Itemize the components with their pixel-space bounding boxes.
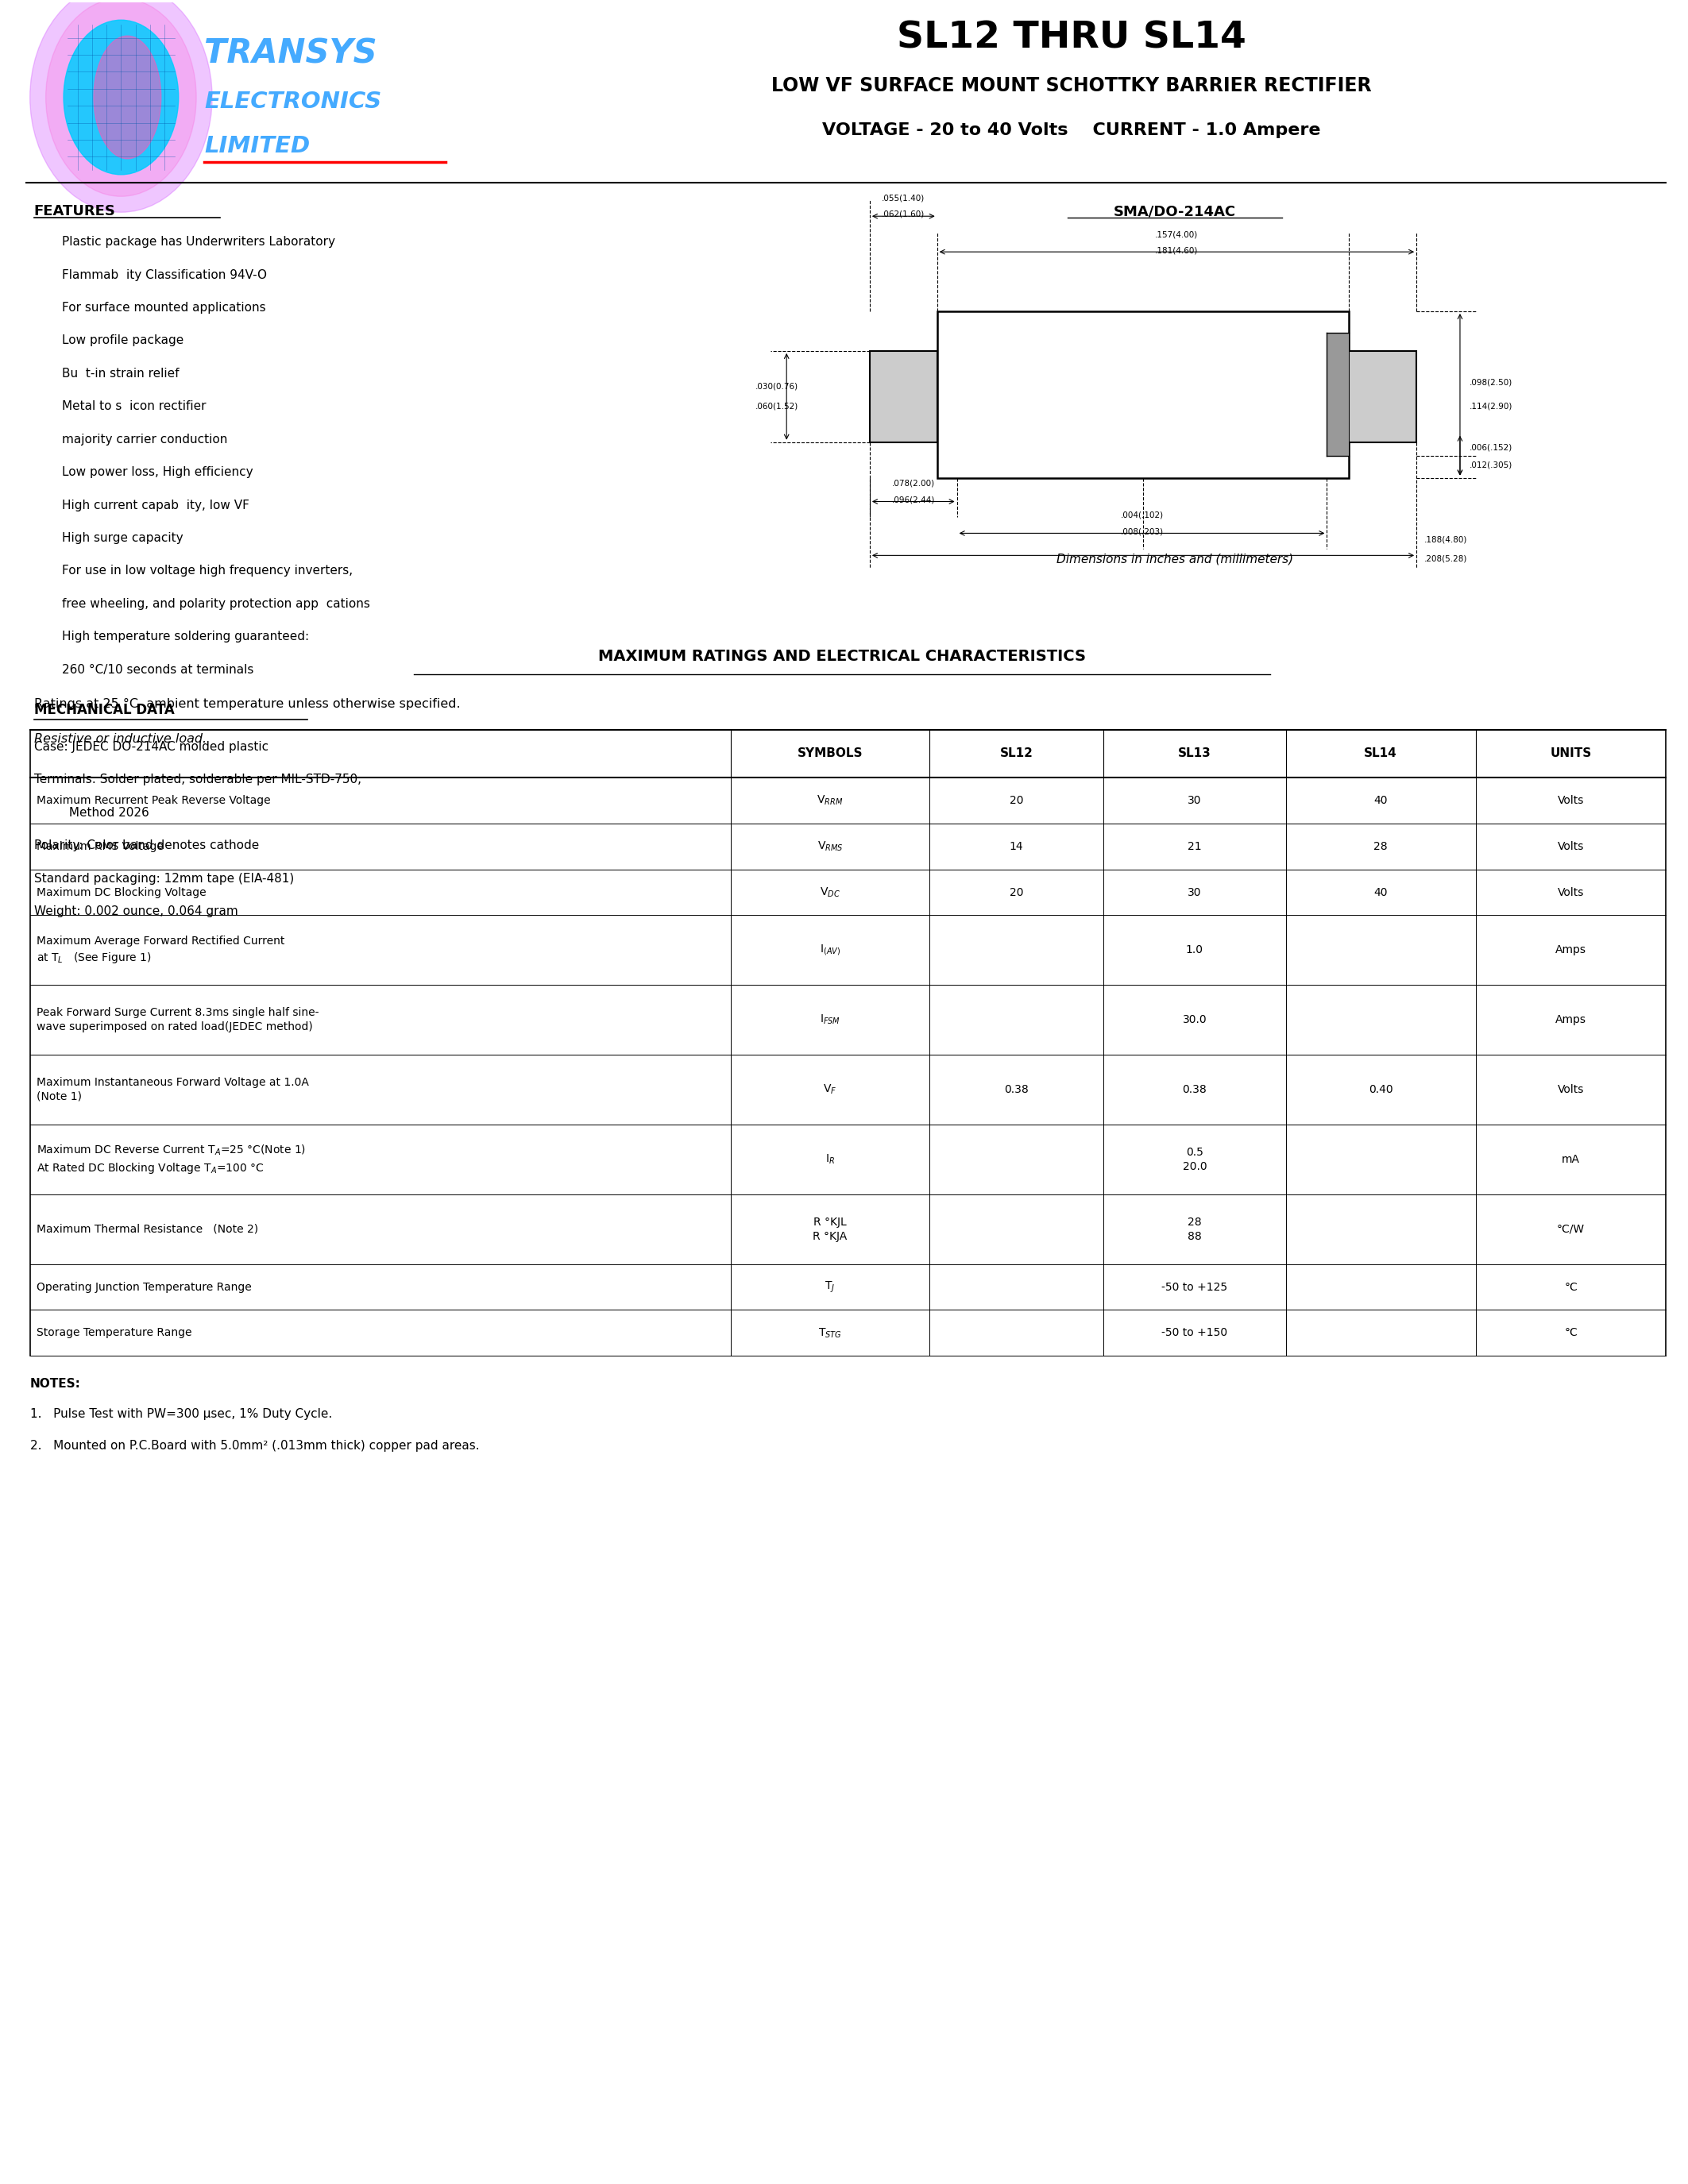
Text: V$_{RRM}$: V$_{RRM}$ [817, 793, 844, 806]
Text: Storage Temperature Range: Storage Temperature Range [35, 1328, 191, 1339]
Text: 40: 40 [1374, 795, 1388, 806]
Text: T$_J$: T$_J$ [825, 1280, 836, 1295]
Text: LOW VF SURFACE MOUNT SCHOTTKY BARRIER RECTIFIER: LOW VF SURFACE MOUNT SCHOTTKY BARRIER RE… [771, 76, 1372, 94]
Ellipse shape [46, 0, 196, 197]
Text: .030(0.76): .030(0.76) [756, 382, 798, 391]
Text: .060(1.52): .060(1.52) [755, 402, 798, 411]
Text: SL12 THRU SL14: SL12 THRU SL14 [896, 20, 1246, 57]
Text: -50 to +150: -50 to +150 [1161, 1328, 1227, 1339]
Bar [1349, 352, 1416, 441]
Text: .004(.102): .004(.102) [1121, 511, 1163, 520]
Text: Low power loss, High efficiency: Low power loss, High efficiency [62, 465, 253, 478]
Text: Bu  t-in strain relief: Bu t-in strain relief [62, 367, 179, 380]
Text: .188(4.80): .188(4.80) [1425, 535, 1467, 544]
Text: V$_{DC}$: V$_{DC}$ [820, 887, 841, 900]
Text: Operating Junction Temperature Range: Operating Junction Temperature Range [35, 1282, 252, 1293]
Text: 28: 28 [1374, 841, 1388, 852]
Text: .181(4.60): .181(4.60) [1155, 247, 1198, 253]
Text: .096(2.44): .096(2.44) [891, 496, 935, 505]
Text: 0.5
20.0: 0.5 20.0 [1182, 1147, 1207, 1173]
Text: .062(1.60): .062(1.60) [881, 210, 925, 218]
Text: Metal to s  icon rectifier: Metal to s icon rectifier [62, 400, 206, 413]
Text: ELECTRONICS: ELECTRONICS [204, 90, 381, 111]
Text: High temperature soldering guaranteed:: High temperature soldering guaranteed: [62, 631, 309, 642]
Text: Ratings at 25 °C  ambient temperature unless otherwise specified.: Ratings at 25 °C ambient temperature unl… [34, 699, 461, 710]
Text: For use in low voltage high frequency inverters,: For use in low voltage high frequency in… [62, 566, 353, 577]
Text: NOTES:: NOTES: [30, 1378, 81, 1389]
Text: -50 to +125: -50 to +125 [1161, 1282, 1227, 1293]
Text: Dimensions in inches and (millimeters): Dimensions in inches and (millimeters) [1057, 553, 1293, 566]
Text: 30.0: 30.0 [1182, 1013, 1207, 1026]
Text: Flammab  ity Classification 94V-O: Flammab ity Classification 94V-O [62, 269, 267, 282]
Text: 0.40: 0.40 [1369, 1083, 1393, 1094]
Text: Maximum Instantaneous Forward Voltage at 1.0A
(Note 1): Maximum Instantaneous Forward Voltage at… [35, 1077, 309, 1103]
Text: °C: °C [1565, 1282, 1578, 1293]
Text: Amps: Amps [1555, 943, 1587, 957]
Text: R °KJL
R °KJA: R °KJL R °KJA [814, 1216, 847, 1243]
Text: Peak Forward Surge Current 8.3ms single half sine-
wave superimposed on rated lo: Peak Forward Surge Current 8.3ms single … [35, 1007, 319, 1033]
Text: 40: 40 [1374, 887, 1388, 898]
Text: 21: 21 [1188, 841, 1202, 852]
Text: .055(1.40): .055(1.40) [881, 194, 925, 201]
Text: 30: 30 [1188, 795, 1202, 806]
Text: 2.   Mounted on P.C.Board with 5.0mm² (.013mm thick) copper pad areas.: 2. Mounted on P.C.Board with 5.0mm² (.01… [30, 1439, 479, 1452]
Text: free wheeling, and polarity protection app  cations: free wheeling, and polarity protection a… [62, 598, 370, 609]
Text: Method 2026: Method 2026 [34, 806, 149, 819]
Text: .208(5.28): .208(5.28) [1425, 555, 1467, 563]
Text: Terminals: Solder plated, solderable per MIL-STD-750,: Terminals: Solder plated, solderable per… [34, 773, 361, 786]
Text: VOLTAGE - 20 to 40 Volts    CURRENT - 1.0 Ampere: VOLTAGE - 20 to 40 Volts CURRENT - 1.0 A… [822, 122, 1322, 138]
Text: .078(2.00): .078(2.00) [891, 478, 935, 487]
Text: °C: °C [1565, 1328, 1578, 1339]
Bar [869, 352, 937, 441]
Text: SL14: SL14 [1364, 747, 1398, 760]
Text: mA: mA [1561, 1153, 1580, 1164]
Text: 1.0: 1.0 [1187, 943, 1204, 957]
Text: TRANSYS: TRANSYS [204, 37, 376, 70]
Ellipse shape [30, 0, 213, 212]
Text: I$_{FSM}$: I$_{FSM}$ [820, 1013, 841, 1026]
Text: .098(2.50): .098(2.50) [1470, 378, 1512, 387]
Text: .006(.152): .006(.152) [1470, 443, 1512, 452]
Text: MECHANICAL DATA: MECHANICAL DATA [34, 703, 174, 716]
Text: Resistive or inductive load.: Resistive or inductive load. [34, 734, 206, 745]
Text: Volts: Volts [1558, 887, 1583, 898]
Text: .114(2.90): .114(2.90) [1470, 402, 1512, 411]
Text: Amps: Amps [1555, 1013, 1587, 1026]
Text: SL12: SL12 [999, 747, 1033, 760]
Text: .157(4.00): .157(4.00) [1155, 232, 1198, 238]
Ellipse shape [64, 20, 179, 175]
Text: Polarity: Color band denotes cathode: Polarity: Color band denotes cathode [34, 839, 258, 852]
Text: 1.   Pulse Test with PW=300 µsec, 1% Duty Cycle.: 1. Pulse Test with PW=300 µsec, 1% Duty … [30, 1409, 333, 1420]
Text: SMA/DO-214AC: SMA/DO-214AC [1114, 205, 1236, 218]
Text: 14: 14 [1009, 841, 1023, 852]
Text: Plastic package has Underwriters Laboratory: Plastic package has Underwriters Laborat… [62, 236, 334, 249]
Text: 0.38: 0.38 [1004, 1083, 1028, 1094]
Text: Volts: Volts [1558, 841, 1583, 852]
Text: High current capab  ity, low VF: High current capab ity, low VF [62, 500, 250, 511]
Text: 260 °C/10 seconds at terminals: 260 °C/10 seconds at terminals [62, 664, 253, 675]
Text: MAXIMUM RATINGS AND ELECTRICAL CHARACTERISTICS: MAXIMUM RATINGS AND ELECTRICAL CHARACTER… [598, 649, 1085, 664]
Text: Maximum RMS Voltage: Maximum RMS Voltage [35, 841, 164, 852]
Text: 20: 20 [1009, 795, 1023, 806]
Text: V$_F$: V$_F$ [824, 1083, 837, 1096]
Text: FEATURES: FEATURES [34, 205, 115, 218]
Text: T$_{STG}$: T$_{STG}$ [819, 1326, 842, 1339]
Text: Maximum Recurrent Peak Reverse Voltage: Maximum Recurrent Peak Reverse Voltage [35, 795, 270, 806]
Text: High surge capacity: High surge capacity [62, 533, 182, 544]
Text: LIMITED: LIMITED [204, 135, 311, 157]
Text: 20: 20 [1009, 887, 1023, 898]
Text: I$_R$: I$_R$ [825, 1153, 836, 1166]
Bar [937, 312, 1349, 478]
Text: °C/W: °C/W [1556, 1223, 1585, 1234]
Text: Maximum Average Forward Rectified Current
at T$_L$   (See Figure 1): Maximum Average Forward Rectified Curren… [35, 935, 284, 965]
Text: SYMBOLS: SYMBOLS [797, 747, 863, 760]
Text: V$_{RMS}$: V$_{RMS}$ [817, 841, 842, 852]
Text: Maximum DC Reverse Current T$_A$=25 °C(Note 1)
At Rated DC Blocking Voltage T$_A: Maximum DC Reverse Current T$_A$=25 °C(N… [35, 1144, 306, 1175]
Text: .008(.203): .008(.203) [1121, 529, 1163, 535]
Text: Case: JEDEC DO-214AC molded plastic: Case: JEDEC DO-214AC molded plastic [34, 740, 268, 753]
Text: SL13: SL13 [1178, 747, 1212, 760]
Text: I$_{(AV)}$: I$_{(AV)}$ [820, 943, 841, 957]
Text: Standard packaging: 12mm tape (EIA-481): Standard packaging: 12mm tape (EIA-481) [34, 871, 294, 885]
Text: Volts: Volts [1558, 1083, 1583, 1094]
Text: .012(.305): .012(.305) [1470, 461, 1512, 470]
